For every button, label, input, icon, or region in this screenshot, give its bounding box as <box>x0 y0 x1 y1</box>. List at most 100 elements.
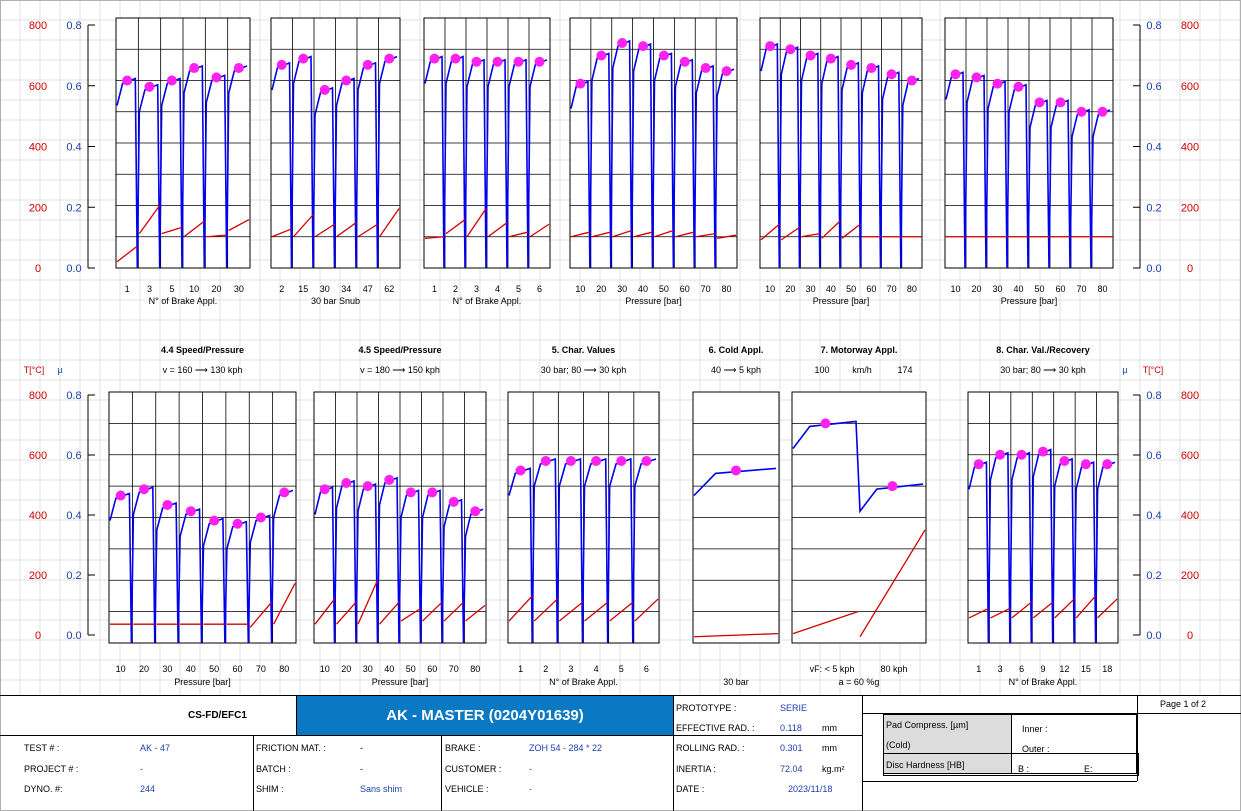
temp-segment <box>1075 595 1097 619</box>
mu-tick-label: 0.8 <box>66 390 81 402</box>
temp-segment <box>609 601 634 622</box>
x-tick-label: 6 <box>537 284 542 294</box>
mu-point <box>995 449 1006 460</box>
x-axis-label: N° of Brake Appl. <box>549 677 618 687</box>
mu-trace <box>760 42 920 269</box>
temp-segment <box>654 229 674 238</box>
date-label: DATE : <box>676 784 705 794</box>
x-tick-label: 40 <box>638 284 648 294</box>
temp-tick-label: 600 <box>1181 450 1199 462</box>
x-tick-label: 20 <box>596 284 606 294</box>
temp-tick-label: 600 <box>29 450 47 462</box>
mu-tick-label: 0.4 <box>1146 510 1161 522</box>
mu-point <box>638 41 649 52</box>
chart-panel-6: 10 20 30 40 50 60 70 80 Pressure [bar] <box>944 17 1114 306</box>
x-tick-label: 2 <box>453 284 458 294</box>
temp-tick-label: 600 <box>29 81 47 93</box>
vehicle-value: - <box>529 784 532 794</box>
temp-tick-label: 400 <box>29 142 47 154</box>
temp-segment <box>422 601 443 622</box>
mu-point <box>700 63 711 73</box>
x-tick-label: 30 <box>162 664 172 674</box>
inertia-label: INERTIA : <box>676 764 716 774</box>
mu-point <box>1076 106 1087 117</box>
x-tick-label: 3 <box>568 664 573 674</box>
x-tick-label: 70 <box>887 284 897 294</box>
mu-point <box>255 512 266 523</box>
x-axis-label: 30 bar Snub <box>311 296 360 306</box>
temp-segment <box>508 231 529 238</box>
temp-segment <box>443 601 464 622</box>
mu-point <box>679 56 690 67</box>
temp-segment <box>314 223 335 238</box>
test-value: AK - 47 <box>140 743 171 753</box>
inertia-value: 72.04 <box>780 764 803 774</box>
temp-segment <box>293 214 314 238</box>
chart-panel-1: 1 3 5 10 20 30 N° of Brake Appl. <box>115 17 251 306</box>
mu-tick-label: 0.0 <box>66 630 81 642</box>
shim-value: Sans shim <box>360 784 403 794</box>
inner-label: Inner : <box>1022 724 1048 734</box>
mu-point <box>616 456 627 467</box>
mu-point <box>319 84 330 95</box>
x-tick-label: 60 <box>866 284 876 294</box>
x-tick-label: 40 <box>186 664 196 674</box>
temp-tick-label: 400 <box>1181 142 1199 154</box>
x-tick-label: 62 <box>384 284 394 294</box>
mu-point <box>641 456 652 467</box>
mu-point <box>492 56 503 67</box>
temp-segment <box>760 223 780 241</box>
mu-point <box>515 465 526 476</box>
brake-label: BRAKE : <box>445 743 481 753</box>
outer-label: Outer : <box>1022 744 1050 754</box>
mu-point <box>429 53 440 64</box>
x-tick-label: 9 <box>1040 664 1045 674</box>
mu-point <box>785 44 796 55</box>
x-tick-label: 40 <box>1013 284 1023 294</box>
mu-point <box>341 75 352 86</box>
temp-segment <box>138 205 161 235</box>
mu-point <box>298 53 309 64</box>
chart-panel-8: 10 20 30 40 50 60 70 80 Pressure [bar] 4.5 Speed/… <box>313 345 487 687</box>
customer-label: CUSTOMER : <box>445 764 502 774</box>
temp-segment <box>780 226 800 241</box>
temp-segment <box>634 598 659 622</box>
temp-segment <box>400 607 421 622</box>
x-tick-label: 1 <box>125 284 130 294</box>
eff-rad-label: EFFECTIVE RAD. : <box>676 723 755 733</box>
x-tick-label: 3 <box>998 664 1003 674</box>
page-number: Page 1 of 2 <box>1160 699 1207 709</box>
mu-point <box>846 59 857 70</box>
mu-point <box>575 78 586 89</box>
temp-segment <box>792 611 859 635</box>
temp-segment <box>183 220 205 238</box>
mu-point <box>886 69 897 80</box>
x-tick-label: 20 <box>341 664 351 674</box>
brake-value: ZOH 54 - 284 * 22 <box>529 743 603 753</box>
mu-point <box>162 499 173 510</box>
panel-subtitle: 40 ⟶ 5 kph <box>711 365 761 375</box>
x-axis-label: Pressure [bar] <box>372 677 429 687</box>
temp-tick-label: 0 <box>1187 630 1193 642</box>
x-tick-label: 20 <box>211 284 221 294</box>
temp-tick-label: 800 <box>1181 20 1199 32</box>
extra-label: vF: < 5 kph <box>810 664 855 674</box>
x-axis-label: N° of Brake Appl. <box>453 296 522 306</box>
x-axis-label: 30 bar <box>723 677 749 687</box>
mu-point <box>1034 97 1045 108</box>
chart-panel-12: 1 3 6 9 12 15 18 N° of Brake Appl. 8. Char. Val.… <box>967 345 1119 687</box>
mu-point <box>973 459 984 470</box>
speed-end: 174 <box>897 365 912 375</box>
panels-layer: 1 3 5 10 20 30N° of Brake Appl.2 15 30 34 47 6230 … <box>108 17 1119 687</box>
pad-compress-box <box>883 714 1012 774</box>
temp-segment <box>466 208 487 238</box>
temp-axis-title-right: T[°C] <box>1143 365 1164 375</box>
x-tick-label: 10 <box>320 664 330 674</box>
project-value: - <box>140 764 143 774</box>
x-tick-label: 30 <box>234 284 244 294</box>
chart-panel-11: a = 60 %g 7. Motorway Appl. 100 km/h 174 vF: … <box>791 345 927 687</box>
mu-tick-label: 0.4 <box>66 510 81 522</box>
temp-segment <box>336 601 357 625</box>
mu-trace <box>693 467 777 497</box>
